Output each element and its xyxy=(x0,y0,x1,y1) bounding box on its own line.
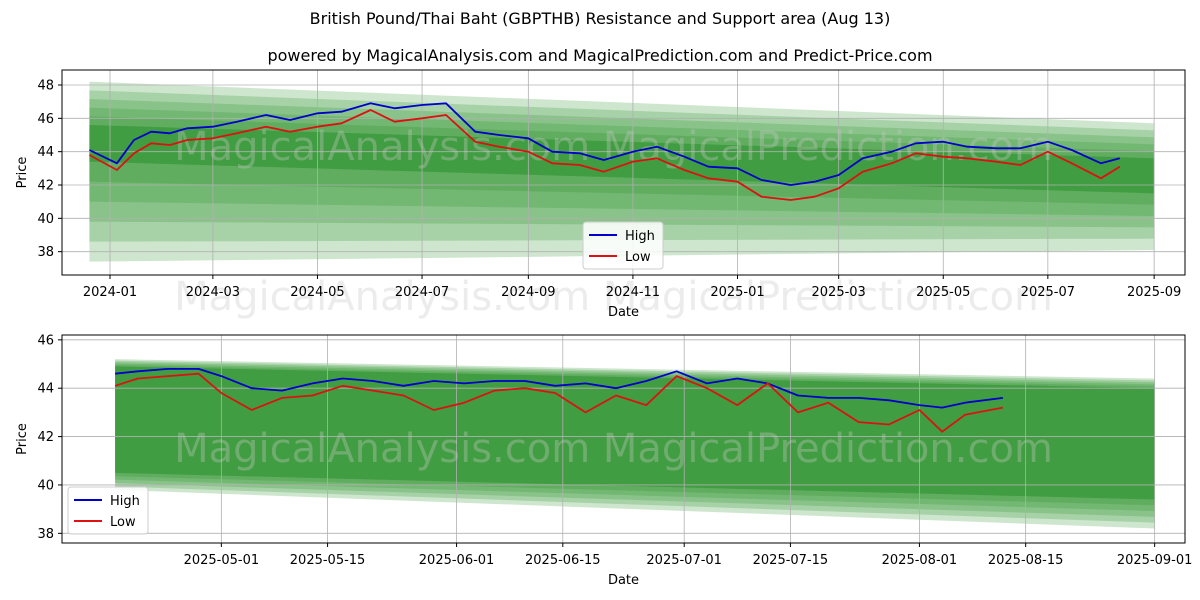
x-tick-label: 2025-05 xyxy=(916,285,970,300)
x-tick-label: 2024-09 xyxy=(501,285,555,300)
band-core xyxy=(115,366,1155,500)
legend-label-low: Low xyxy=(625,250,651,265)
y-tick-label: 40 xyxy=(37,478,54,493)
series-line-high xyxy=(89,102,1121,186)
x-tick-label: 2024-01 xyxy=(83,285,137,300)
band-layer xyxy=(89,107,1155,216)
y-tick-label: 46 xyxy=(37,112,54,127)
x-tick-label: 2025-08-01 xyxy=(882,553,958,568)
x-tick-label: 2025-09 xyxy=(1127,285,1181,300)
chart-panel-2: MagicalAnalysis.com MagicalPrediction.co… xyxy=(15,333,1192,588)
x-tick-label: 2025-05-01 xyxy=(184,553,260,568)
x-tick-label: 2024-05 xyxy=(290,285,344,300)
plot-frame xyxy=(61,334,1186,544)
x-tick-label: 2025-07-01 xyxy=(646,553,722,568)
band-layer xyxy=(89,81,1155,262)
plot-frame xyxy=(61,69,1186,276)
x-tick-label: 2025-05-15 xyxy=(290,553,366,568)
legend-label-high: High xyxy=(625,229,655,244)
band-layer xyxy=(89,99,1155,228)
y-tick-label: 42 xyxy=(37,179,54,194)
y-tick-label: 46 xyxy=(37,333,54,348)
x-tick-label: 2025-09-01 xyxy=(1117,553,1193,568)
y-axis-label: Price xyxy=(15,157,30,189)
series-lines xyxy=(88,102,1121,201)
watermark: MagicalAnalysis.com MagicalPrediction.co… xyxy=(174,124,1053,170)
x-tick-label: 2025-06-01 xyxy=(419,553,495,568)
band-layer xyxy=(89,116,1155,205)
y-axis-label: Price xyxy=(15,423,30,455)
band-layer xyxy=(115,366,1155,500)
x-tick-label: 2025-03 xyxy=(812,285,866,300)
legend-box xyxy=(582,221,664,270)
watermark: MagicalAnalysis.com MagicalPrediction.co… xyxy=(174,426,1053,472)
series-line-low xyxy=(88,109,1121,201)
x-axis-label: Date xyxy=(608,573,639,588)
legend-box xyxy=(67,486,149,535)
x-tick-label: 2025-08-15 xyxy=(988,553,1064,568)
chart-title: British Pound/Thai Baht (GBPTHB) Resista… xyxy=(309,9,891,28)
chart-panel-1: MagicalAnalysis.com MagicalPrediction.co… xyxy=(15,69,1186,320)
legend: High Low xyxy=(582,221,664,270)
legend: High Low xyxy=(67,486,149,535)
x-tick-label: 2025-06-15 xyxy=(525,553,601,568)
x-axis-label: Date xyxy=(608,305,639,320)
x-tick-label: 2024-07 xyxy=(395,285,449,300)
x-tick-label: 2025-07 xyxy=(1021,285,1075,300)
y-tick-label: 44 xyxy=(37,145,54,160)
y-tick-label: 38 xyxy=(37,527,54,542)
legend-label-high: High xyxy=(110,494,140,509)
band-layer xyxy=(89,125,1155,194)
x-tick-label: 2025-07-15 xyxy=(753,553,829,568)
x-tick-label: 2024-03 xyxy=(186,285,240,300)
legend-label-low: Low xyxy=(110,515,136,530)
y-tick-label: 48 xyxy=(37,79,54,94)
y-tick-label: 38 xyxy=(37,245,54,260)
grid xyxy=(62,335,1185,543)
y-tick-label: 42 xyxy=(37,430,54,445)
series-line-low xyxy=(114,372,1004,433)
x-tick-label: 2024-11 xyxy=(606,285,660,300)
series-line-high xyxy=(115,368,1004,409)
y-tick-label: 44 xyxy=(37,382,54,397)
series-lines xyxy=(114,368,1004,433)
y-tick-label: 40 xyxy=(37,212,54,227)
band-layer xyxy=(115,364,1155,506)
chart-subtitle: powered by MagicalAnalysis.com and Magic… xyxy=(267,46,933,65)
band-core xyxy=(89,125,1155,194)
watermark: MagicalAnalysis.com MagicalPrediction.co… xyxy=(174,274,1053,320)
x-tick-label: 2025-01 xyxy=(710,285,764,300)
